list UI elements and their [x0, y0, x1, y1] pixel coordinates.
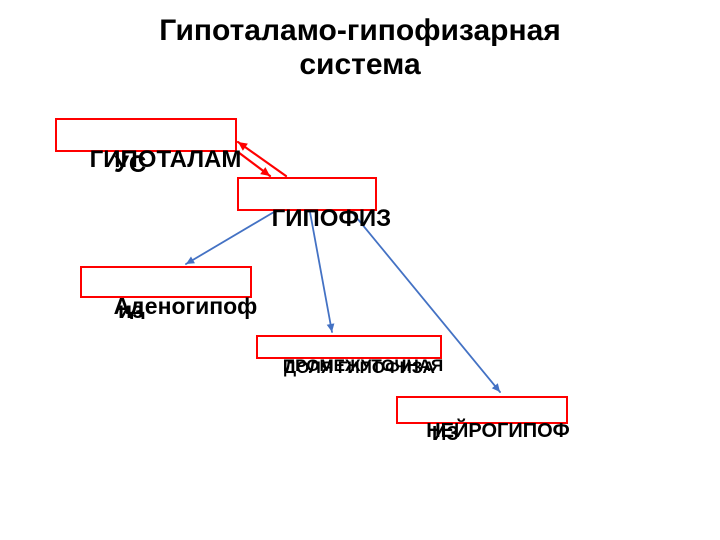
diagram-stage: { "diagram": { "type": "flowchart", "bac…	[0, 0, 720, 540]
node-adenohypophysis-overflow: из	[118, 298, 144, 322]
node-neurohypophysis: НЕЙРОГИПОФ	[396, 396, 568, 424]
title-line1: Гипоталамо-гипофизарная	[159, 14, 561, 47]
node-hypothalamus: ГИПОТАЛАМ	[55, 118, 237, 152]
diagram-title: Гипоталамо-гипофизарная система	[0, 14, 720, 81]
node-neurohypophysis-overflow: ИЗ	[432, 424, 459, 445]
node-pars-intermedia: ПРОМЕЖУТОЧНАЯ	[256, 335, 442, 359]
node-adenohypophysis: Аденогипоф	[80, 266, 252, 298]
node-pars-intermedia-overflow: ДОЛЯ ГИПОФИЗА	[284, 359, 435, 377]
title-line2: система	[299, 48, 420, 81]
node-hypothalamus-overflow: УС	[114, 152, 146, 177]
node-pituitary-label: ГИПОФИЗ	[272, 205, 392, 232]
node-hypothalamus-label: ГИПОТАЛАМ	[90, 146, 242, 173]
node-pituitary: ГИПОФИЗ	[237, 177, 377, 211]
